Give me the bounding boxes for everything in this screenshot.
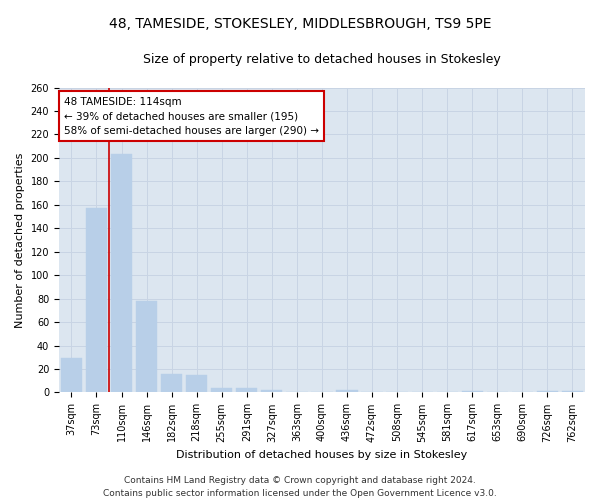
Bar	[211, 388, 232, 392]
Bar	[236, 388, 257, 392]
Text: Contains HM Land Registry data © Crown copyright and database right 2024.
Contai: Contains HM Land Registry data © Crown c…	[103, 476, 497, 498]
Bar	[136, 301, 157, 392]
Y-axis label: Number of detached properties: Number of detached properties	[15, 152, 25, 328]
Bar	[161, 374, 182, 392]
Text: 48 TAMESIDE: 114sqm
← 39% of detached houses are smaller (195)
58% of semi-detac: 48 TAMESIDE: 114sqm ← 39% of detached ho…	[64, 96, 319, 136]
Text: 48, TAMESIDE, STOKESLEY, MIDDLESBROUGH, TS9 5PE: 48, TAMESIDE, STOKESLEY, MIDDLESBROUGH, …	[109, 18, 491, 32]
Bar	[337, 390, 358, 392]
Bar	[61, 358, 82, 392]
Bar	[111, 154, 132, 392]
Bar	[261, 390, 283, 392]
Title: Size of property relative to detached houses in Stokesley: Size of property relative to detached ho…	[143, 52, 501, 66]
Bar	[186, 375, 208, 392]
Bar	[86, 208, 107, 392]
X-axis label: Distribution of detached houses by size in Stokesley: Distribution of detached houses by size …	[176, 450, 467, 460]
